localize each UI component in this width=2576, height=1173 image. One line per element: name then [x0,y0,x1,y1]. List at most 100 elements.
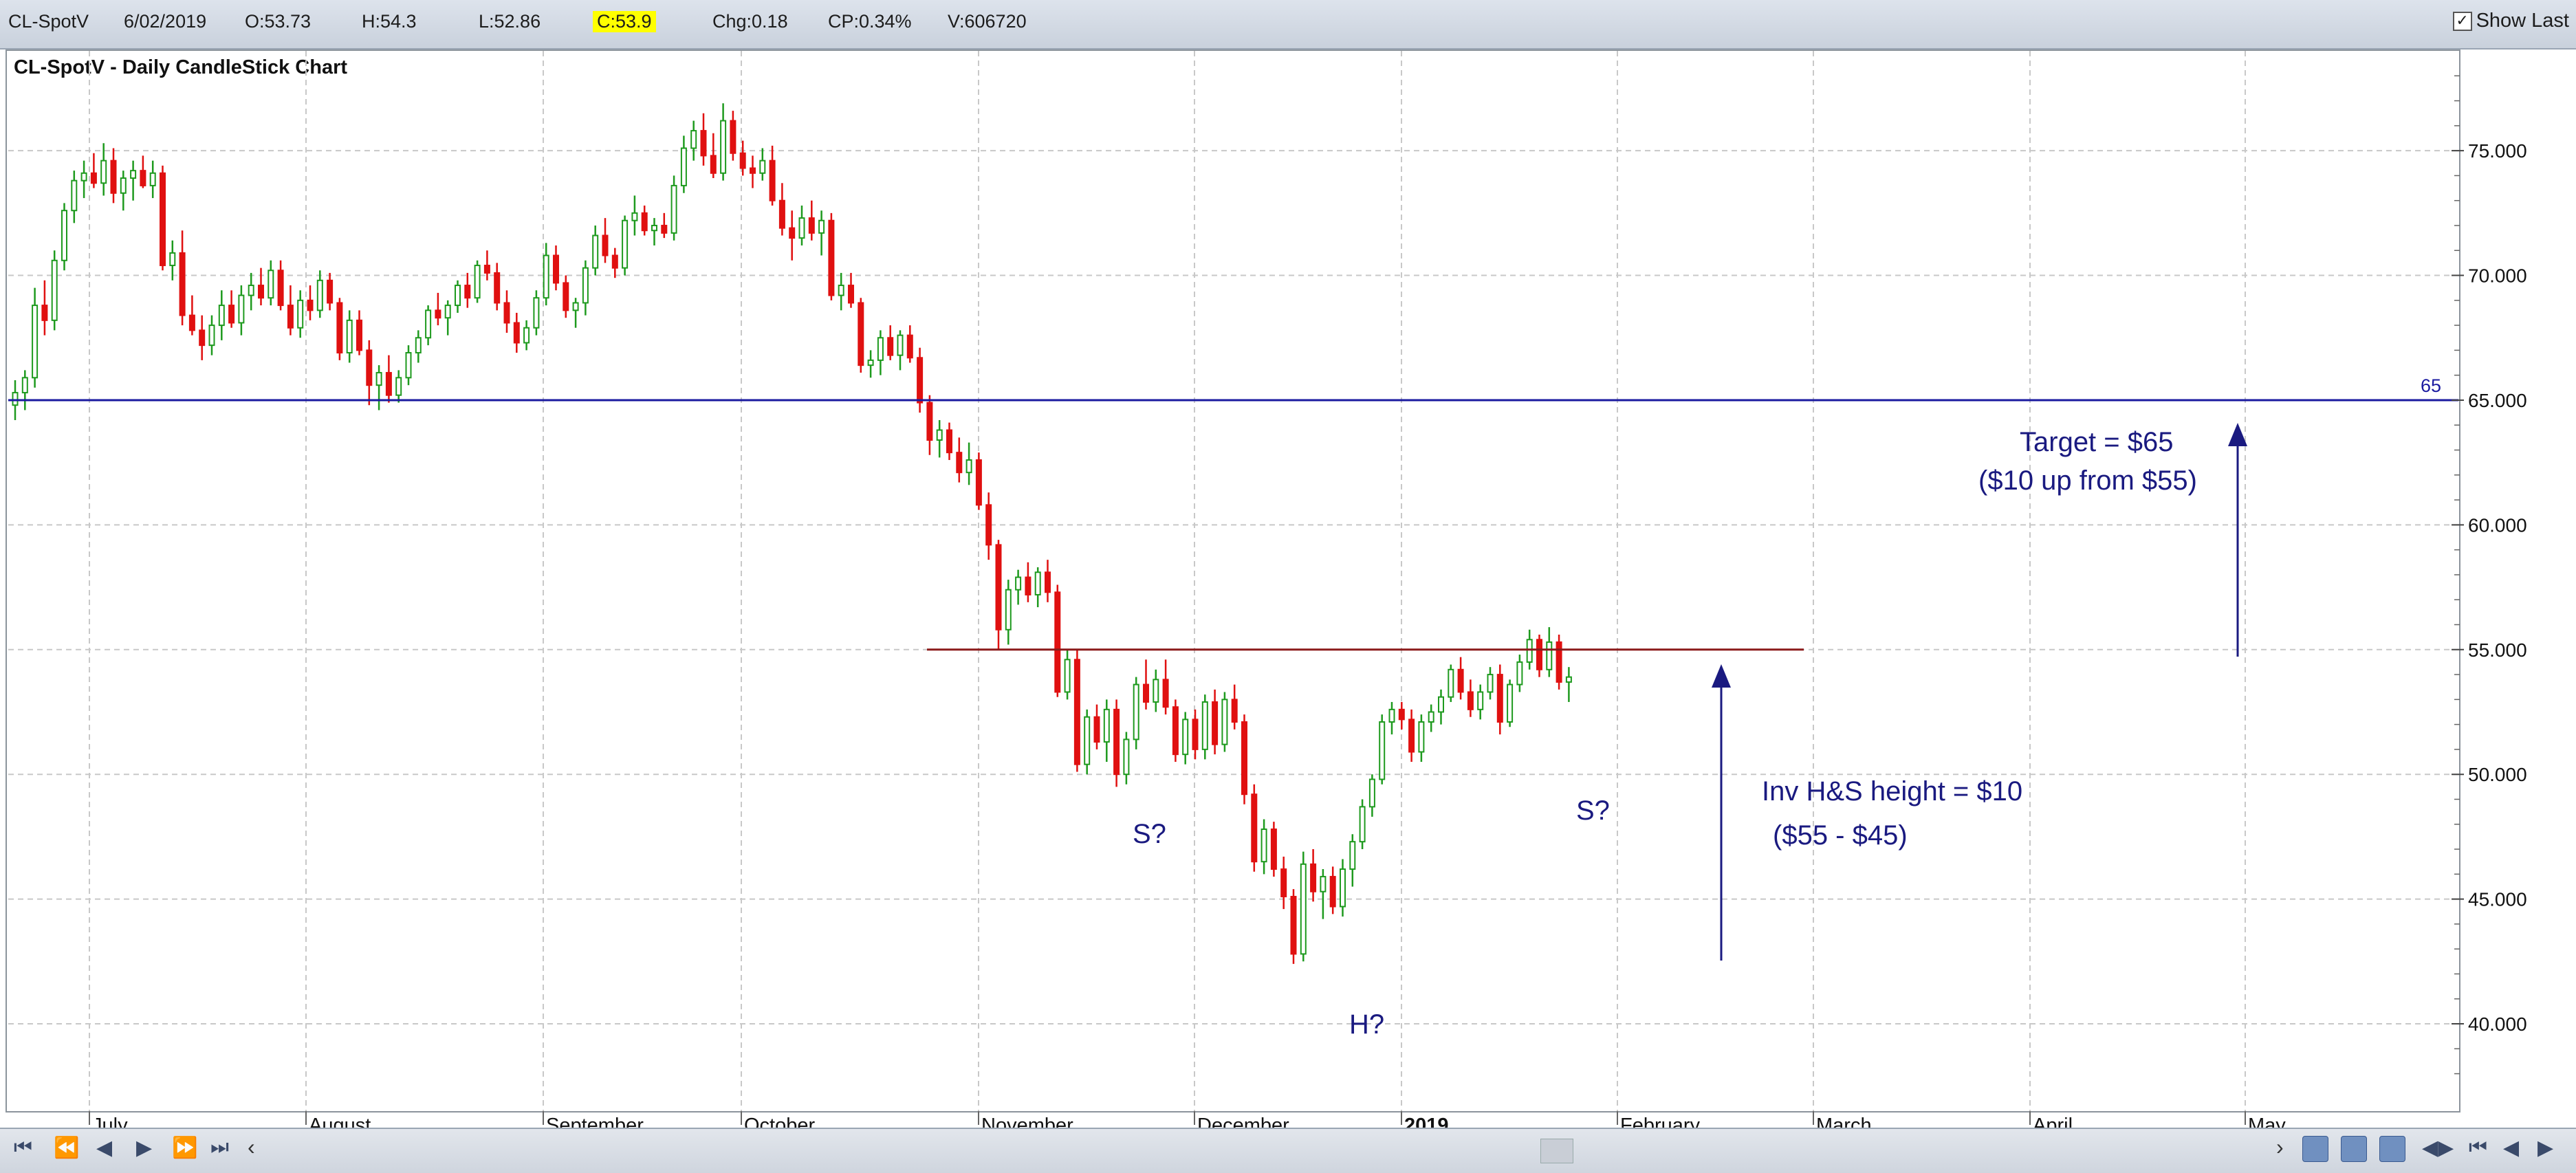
candle-body [700,130,707,157]
candle-body [995,544,1002,631]
candle-body [21,377,28,394]
candle-body [395,377,402,396]
next-icon[interactable]: ▶ [136,1137,153,1159]
candle-body [248,285,254,296]
candle-body [661,224,668,234]
scroll-forward-icon[interactable]: ▶ [2537,1137,2554,1159]
fast-forward-icon[interactable]: ⏩ [172,1137,198,1159]
candle-body [1123,738,1130,776]
candle-body [41,305,48,321]
candle-body [513,322,520,344]
candle-body [680,147,687,186]
candle-body [1133,683,1139,741]
candle-body [12,392,19,406]
candle-body [90,172,97,184]
target-arrow-head [2228,423,2247,446]
scrollbar-thumb[interactable] [1540,1139,1573,1163]
scroll-start-icon[interactable]: ⏮ [2469,1136,2487,1159]
candle-body [169,252,176,267]
scroll-back-icon[interactable]: ◀ [2503,1137,2520,1159]
zoom-icon[interactable]: ◀▶ [2422,1137,2454,1159]
candle-body [965,459,972,474]
candle-body [778,199,785,229]
candle-body [287,305,294,329]
change-percent-value: CP:0.34% [828,11,912,32]
indicator-tool-icon[interactable] [2341,1136,2367,1162]
candle-body [1201,701,1208,750]
candle-body [769,160,776,201]
candle-body [1034,571,1041,595]
candle-body [179,252,186,316]
drawing-tool-icon[interactable] [2379,1136,2405,1162]
show-last-toggle[interactable]: ✓ Show Last [2452,10,2569,32]
head-label: H? [1349,1009,1384,1040]
candle-body [366,349,373,386]
candle-body [956,452,963,474]
candle-body [228,305,235,324]
price-tick-label: 40.000 [2468,1013,2527,1035]
candle-body [818,219,825,234]
candle-body [808,217,815,234]
candle-body [375,372,382,386]
candle-body [789,227,796,239]
candle-body [1536,639,1542,670]
scroll-right-icon[interactable]: › [2276,1134,2284,1159]
candle-body [1496,674,1503,723]
candle-body [61,210,67,261]
candle-body [985,504,992,546]
candle-body [1103,708,1110,743]
candle-layer [12,103,1572,964]
candle-body [1231,699,1238,723]
candle-body [149,172,156,186]
candle-body [622,219,629,269]
candle-body [503,302,510,324]
candle-body [877,337,884,361]
first-icon[interactable]: ⏮ [14,1136,32,1159]
candle-body [258,285,264,299]
candle-body [435,309,441,319]
candle-body [936,429,943,441]
rewind-icon[interactable]: ⏪ [54,1137,80,1159]
candle-body [1172,706,1179,756]
candle-body [199,329,206,347]
candle-body [1251,793,1258,863]
candle-body [1005,589,1012,631]
candle-body [592,234,599,269]
candle-body [1143,683,1149,703]
candle-body [1162,679,1169,708]
show-last-checkbox[interactable]: ✓ [2452,12,2472,32]
target-annotation-line2: ($10 up from $55) [1978,465,2197,496]
candle-body [316,279,323,311]
candle-body [759,160,766,174]
scroll-left-icon[interactable]: ‹ [248,1134,255,1159]
height-arrow-head [1712,664,1731,688]
candle-body [1507,683,1514,723]
candle-body [1280,868,1287,897]
candle-body [1477,691,1484,710]
candle-body [582,267,589,304]
candle-body [1428,711,1434,723]
candle-body [1565,676,1572,683]
candle-body [1113,708,1120,776]
candle-body [611,254,618,269]
candle-body [1340,868,1346,908]
candle-body [1438,696,1444,713]
candle-body [277,270,284,307]
price-tick-label: 60.000 [2468,514,2527,536]
show-last-label: Show Last [2476,10,2569,32]
last-icon[interactable]: ⏭ [210,1136,229,1159]
candle-body [1153,679,1159,703]
previous-icon[interactable]: ◀ [96,1137,113,1159]
candle-body [1054,591,1061,693]
low-value: L:52.86 [479,11,541,32]
candle-body [464,285,471,299]
candle-body [553,254,559,284]
candle-body [1359,806,1366,843]
chart-tool-icon[interactable] [2302,1136,2328,1162]
change-value: Chg:0.18 [712,11,788,32]
candle-body [474,265,481,299]
candle-body [218,305,225,327]
candle-body [1379,721,1386,780]
price-tick-label: 65.000 [2468,390,2527,411]
